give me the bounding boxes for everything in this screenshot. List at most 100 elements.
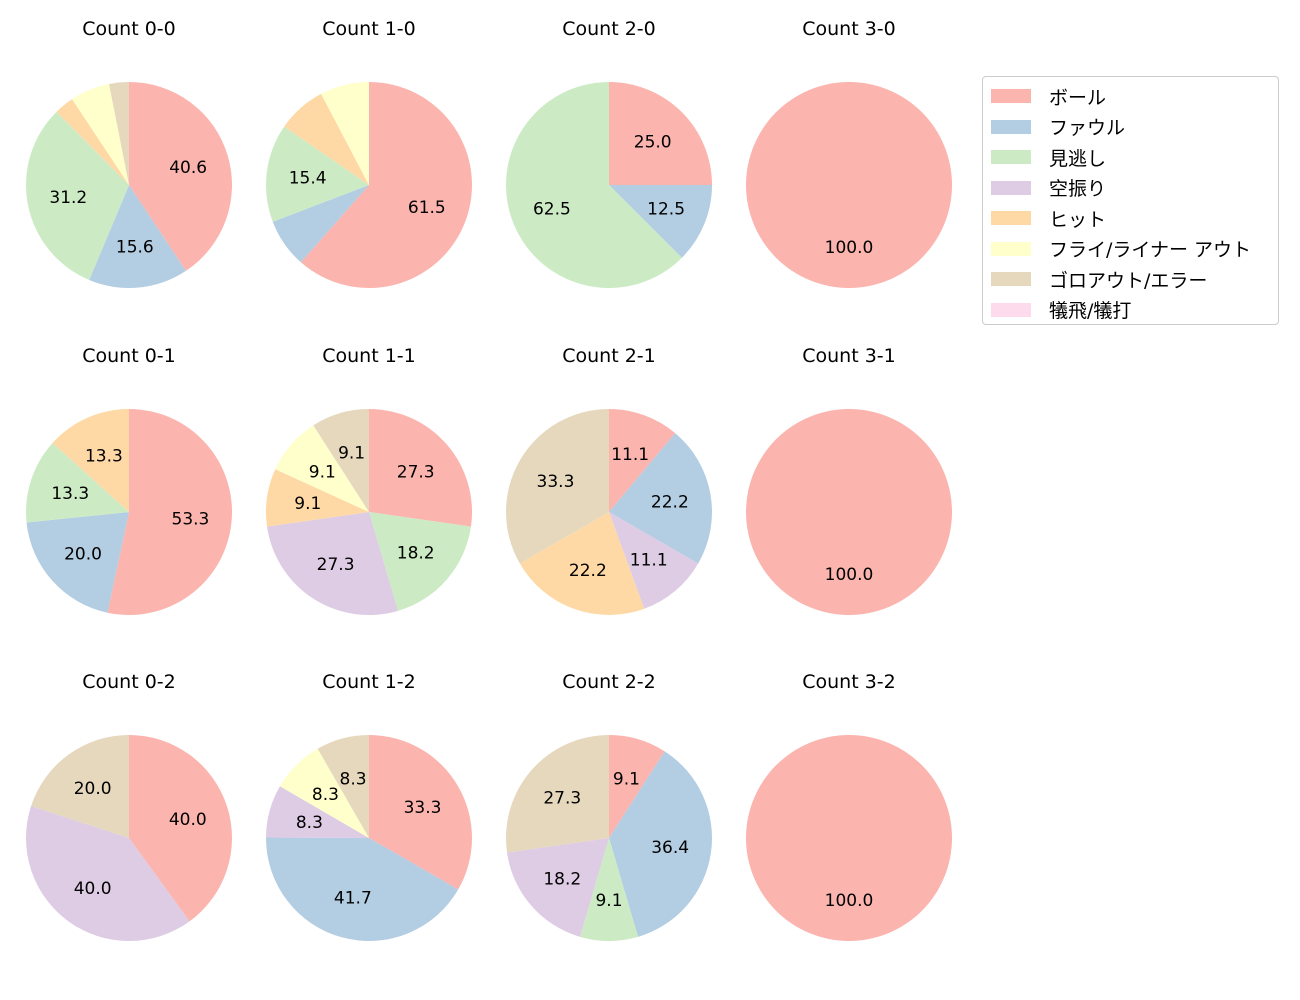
slice-label: 53.3 (172, 509, 210, 529)
pie-title: Count 0-0 (82, 18, 176, 40)
pie-slice (266, 126, 369, 222)
pie-slice (266, 837, 459, 942)
pie-slice (519, 512, 645, 615)
legend-swatch (991, 89, 1031, 104)
pie-slice (272, 185, 369, 263)
slice-label: 9.1 (294, 494, 321, 514)
slice-label: 9.1 (309, 463, 336, 483)
pie-slice (266, 786, 369, 838)
slice-label: 100.0 (825, 565, 874, 585)
pie-slice (746, 735, 952, 941)
pie-slice (506, 735, 609, 853)
pie-slice (109, 82, 129, 185)
slice-label: 12.5 (647, 200, 685, 220)
pie-title: Count 3-0 (802, 18, 896, 40)
legend-label: 空振り (1049, 178, 1107, 201)
pie-title: Count 0-1 (82, 345, 176, 367)
pie-slice (609, 185, 712, 258)
pie-slice (26, 111, 129, 281)
slice-label: 41.7 (334, 889, 372, 909)
legend-label: ファウル (1049, 117, 1126, 140)
pie-title: Count 1-1 (322, 345, 416, 367)
legend-item: 空振り (983, 173, 1278, 204)
legend-label: ボール (1049, 86, 1107, 109)
pie-slice (52, 409, 129, 512)
legend-swatch (991, 302, 1031, 317)
pie-title: Count 2-2 (562, 671, 656, 693)
slice-label: 100.0 (825, 238, 874, 258)
legend-item: ボール (983, 81, 1278, 112)
pie-slice (507, 838, 609, 937)
pie-slice (107, 409, 233, 615)
pie-slice (26, 806, 190, 942)
slice-label: 9.1 (613, 770, 640, 790)
legend-label: ゴロアウト/エラー (1049, 269, 1208, 292)
pie-slice (369, 735, 472, 890)
slice-label: 31.2 (49, 188, 87, 208)
pie-slice (506, 82, 682, 288)
slice-label: 15.6 (116, 238, 154, 258)
pie-slice (609, 82, 712, 185)
legend-swatch (991, 150, 1031, 165)
pie-title: Count 1-2 (322, 671, 416, 693)
pie-slice (26, 442, 129, 523)
legend-label: ヒット (1049, 208, 1107, 231)
slice-label: 9.1 (595, 891, 622, 911)
pie-slice (300, 82, 472, 288)
slice-label: 20.0 (64, 544, 102, 564)
pie-slice (609, 512, 699, 609)
pie-title: Count 1-0 (322, 18, 416, 40)
slice-label: 15.4 (289, 169, 327, 189)
slice-label: 9.1 (338, 444, 365, 464)
slice-label: 33.3 (404, 798, 442, 818)
pie-slice (579, 838, 639, 941)
pie-title: Count 3-1 (802, 345, 896, 367)
pie-slice (506, 409, 609, 564)
pie-slice (369, 512, 471, 611)
pie-slice (31, 735, 129, 838)
slice-label: 27.3 (397, 463, 435, 483)
legend-label: 見逃し (1049, 147, 1107, 170)
slice-label: 8.3 (312, 785, 339, 805)
slice-label: 8.3 (340, 769, 367, 789)
legend-item: ファウル (983, 112, 1278, 143)
pie-slice (746, 82, 952, 288)
pie-slice (609, 735, 665, 838)
pie-slice (279, 748, 369, 838)
slice-label: 13.3 (85, 447, 123, 467)
pie-title: Count 2-0 (562, 18, 656, 40)
slice-label: 100.0 (825, 891, 874, 911)
slice-label: 40.0 (74, 879, 112, 899)
pie-slice (317, 735, 369, 838)
pie-slice (129, 735, 233, 922)
legend-swatch (991, 119, 1031, 134)
pie-title: Count 3-2 (802, 671, 896, 693)
pie-slice (609, 433, 713, 564)
pie-slice (321, 82, 369, 185)
pie-slice (609, 751, 712, 937)
legend-swatch (991, 272, 1031, 287)
pie-slice (313, 409, 369, 512)
slice-label: 33.3 (537, 472, 575, 492)
slice-label: 8.3 (296, 813, 323, 833)
pie-title: Count 0-2 (82, 671, 176, 693)
pie-slice (129, 82, 232, 271)
slice-label: 18.2 (543, 869, 581, 889)
legend-item: 犠飛/犠打 (983, 295, 1278, 326)
slice-label: 61.5 (408, 198, 446, 218)
slice-label: 22.2 (569, 561, 607, 581)
pie-slice (56, 99, 130, 185)
legend-item: 見逃し (983, 142, 1278, 173)
slice-label: 18.2 (397, 543, 435, 563)
pie-slice (746, 409, 952, 615)
slice-label: 25.0 (634, 132, 672, 152)
slice-label: 11.1 (611, 445, 649, 465)
pie-slice (275, 425, 369, 512)
slice-label: 40.0 (169, 810, 207, 830)
slice-label: 20.0 (74, 779, 112, 799)
pie-slice (265, 469, 369, 527)
legend-swatch (991, 241, 1031, 256)
pie-slice (72, 83, 129, 185)
